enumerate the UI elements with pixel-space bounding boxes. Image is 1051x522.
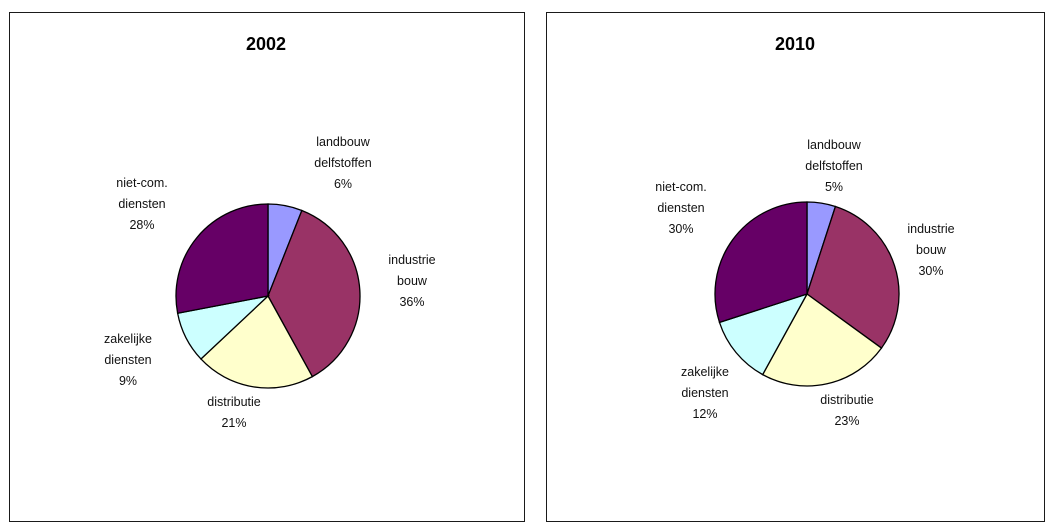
pie-slice — [267, 209, 361, 378]
pie-chart-2002: 2002 landbouw delfstoffen 6% industrie bouw 3… — [104, 34, 436, 430]
slice-label: zakelijke diensten 9% — [104, 332, 152, 388]
slice-label: landbouw delfstoffen 5% — [805, 138, 863, 194]
slice-label: zakelijke diensten 12% — [681, 365, 729, 421]
pie-slice — [761, 293, 883, 387]
chart-title: 2010 — [775, 34, 815, 54]
slice-label: industrie bouw 30% — [907, 222, 954, 278]
chart-panel-2010: 2010 landbouw delfstoffen 5% industrie bouw 3… — [546, 12, 1045, 522]
slice-label: industrie bouw 36% — [388, 253, 435, 309]
slice-label: landbouw delfstoffen 6% — [314, 135, 372, 191]
pie-slice — [806, 205, 900, 349]
pie-slice — [200, 294, 314, 389]
chart-title: 2002 — [246, 34, 286, 54]
slice-label: niet-com. diensten 30% — [655, 180, 706, 236]
chart-panel-2002: 2002 landbouw delfstoffen 6% industrie bouw 3… — [9, 12, 525, 522]
slice-label: niet-com. diensten 28% — [116, 176, 167, 232]
pie-chart-2010: 2010 landbouw delfstoffen 5% industrie bouw 3… — [655, 34, 954, 428]
pie-slice — [175, 203, 269, 315]
slice-label: distributie 21% — [207, 395, 261, 430]
pie-slice — [714, 201, 808, 324]
slice-label: distributie 23% — [820, 393, 874, 428]
pie-slice — [718, 292, 809, 376]
